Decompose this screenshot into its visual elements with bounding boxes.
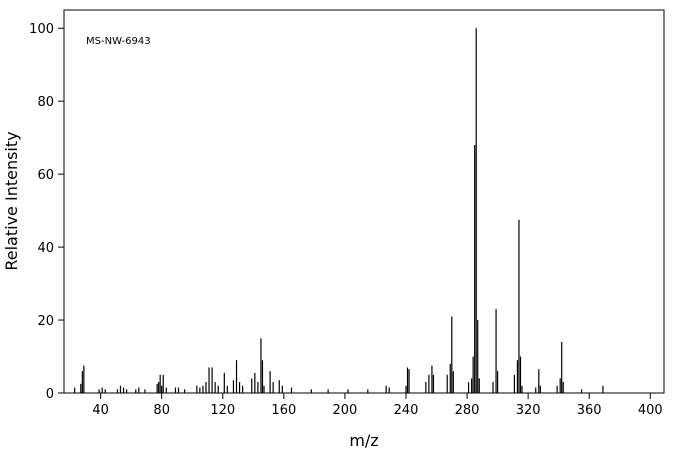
x-tick-label: 40 [92, 403, 109, 418]
plot-frame [63, 9, 665, 394]
x-tick-label: 400 [638, 403, 663, 418]
x-tick-label: 80 [153, 403, 170, 418]
x-tick-label: 320 [516, 403, 541, 418]
x-tick-label: 280 [455, 403, 480, 418]
y-tick-label: 0 [46, 387, 54, 402]
annotation: MS-NW-6943 [86, 36, 151, 47]
y-tick-label: 40 [37, 241, 54, 256]
y-tick-label: 60 [37, 168, 54, 183]
x-tick-label: 200 [333, 403, 358, 418]
x-tick-label: 120 [210, 403, 235, 418]
x-tick-label: 160 [271, 403, 296, 418]
y-axis-label: Relative Intensity [2, 131, 21, 270]
y-tick-label: 80 [37, 95, 54, 110]
x-tick-label: 360 [577, 403, 602, 418]
y-tick-label: 20 [37, 314, 54, 329]
x-axis-label: m/z [349, 431, 378, 450]
y-tick-label: 100 [29, 22, 54, 37]
x-tick-label: 240 [394, 403, 419, 418]
